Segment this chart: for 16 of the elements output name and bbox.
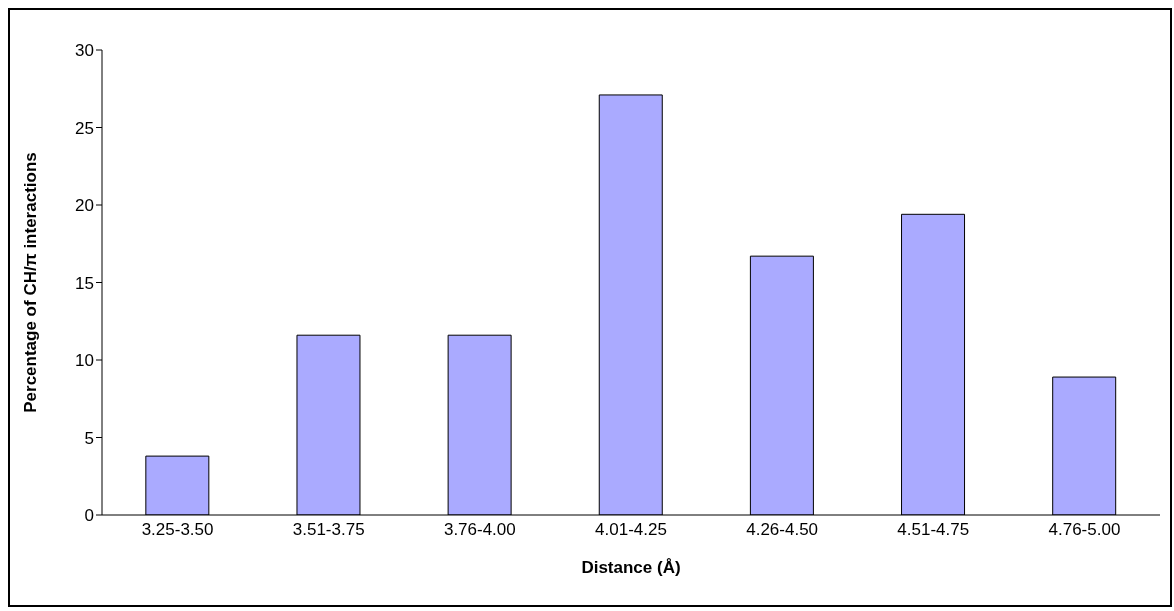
x-tick-label: 3.25-3.50 — [141, 520, 214, 540]
y-tick-label: 25 — [75, 118, 94, 138]
y-tick-label: 0 — [84, 506, 94, 526]
x-tick-label: 4.76-5.00 — [1048, 520, 1121, 540]
x-tick-label: 4.51-4.75 — [897, 520, 970, 540]
y-tick-label: 20 — [75, 196, 94, 216]
x-tick-label: 3.51-3.75 — [292, 520, 365, 540]
x-tick-label: 4.01-4.25 — [595, 520, 667, 540]
x-tick-label: 3.76-4.00 — [443, 520, 516, 540]
y-tick-label: 15 — [75, 273, 94, 293]
y-axis-title: Percentage of CH/π interactions — [21, 152, 41, 413]
x-axis-title: Distance (Å) — [581, 558, 681, 577]
y-tick-label: 30 — [75, 41, 94, 61]
x-tick-label: 4.26-4.50 — [746, 520, 819, 540]
y-tick-label: 5 — [84, 428, 94, 448]
y-tick-label: 10 — [75, 351, 94, 371]
